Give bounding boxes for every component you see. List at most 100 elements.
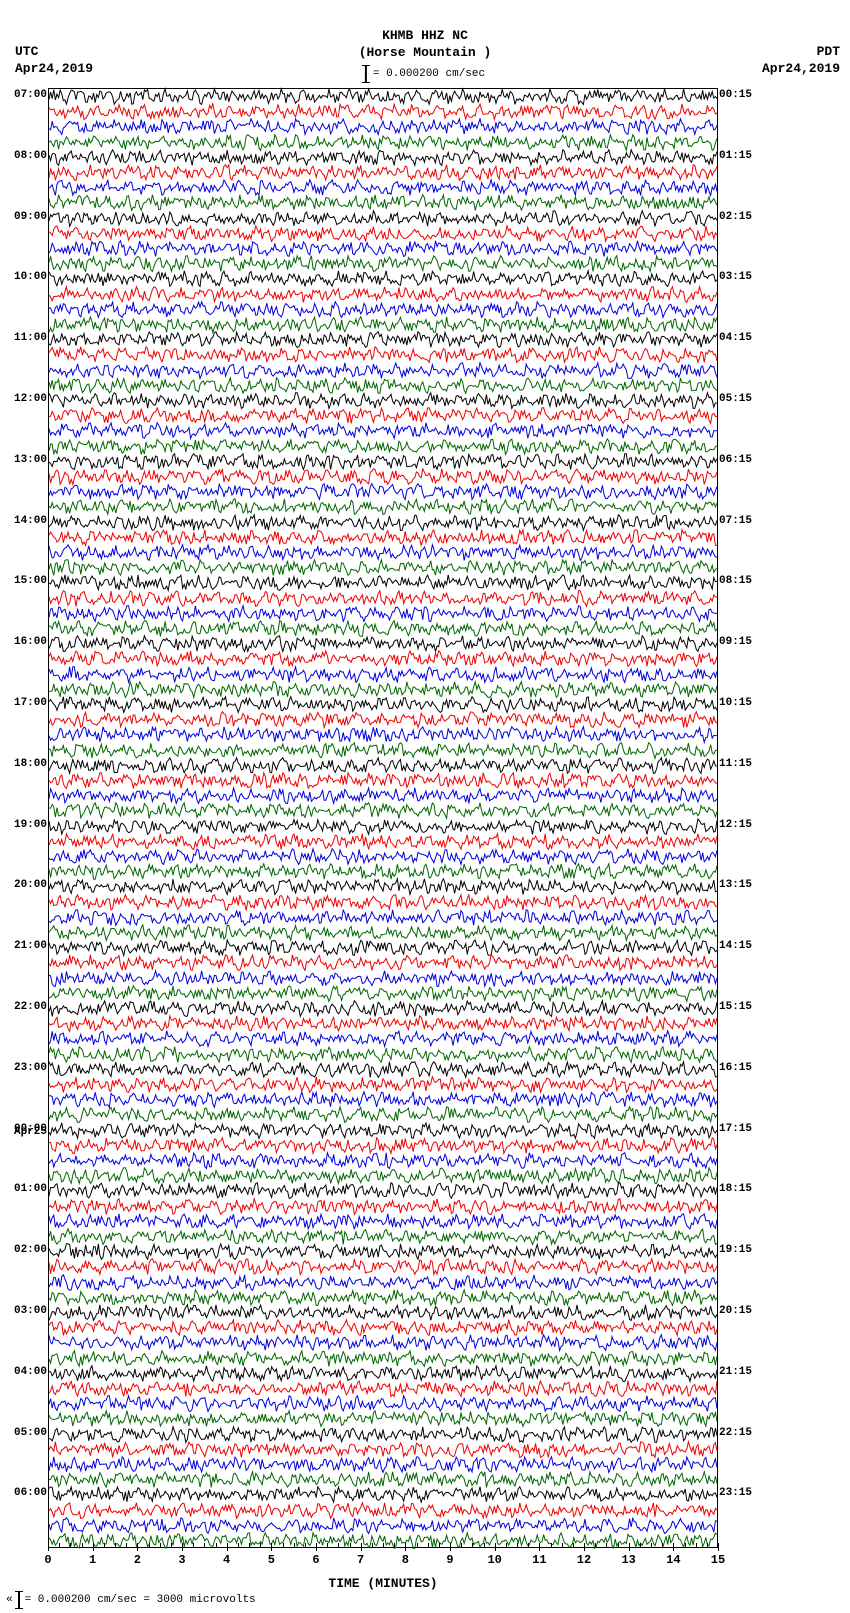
- trace-row: [49, 1351, 717, 1366]
- tz-left-label: UTC: [15, 44, 93, 61]
- trace-row: [49, 1153, 717, 1168]
- trace-waveform: [49, 226, 717, 241]
- trace-waveform: [49, 834, 717, 849]
- x-tick-minor: [82, 1543, 83, 1547]
- x-tick-minor: [484, 1543, 485, 1547]
- trace-waveform: [49, 1031, 717, 1046]
- trace-waveform: [49, 195, 717, 210]
- x-tick-minor: [249, 1543, 250, 1547]
- timezone-left: UTC Apr24,2019: [15, 44, 93, 78]
- trace-row: [49, 1016, 717, 1031]
- trace-row: [49, 1472, 717, 1487]
- pdt-time-label: 08:15: [717, 575, 752, 587]
- trace-waveform: [49, 667, 717, 682]
- trace-waveform: [49, 408, 717, 423]
- x-tick-minor: [640, 1543, 641, 1547]
- trace-waveform: [49, 1259, 717, 1274]
- x-tick-minor: [439, 1543, 440, 1547]
- trace-waveform: [49, 1290, 717, 1305]
- utc-time-label: 23:00: [14, 1062, 49, 1074]
- x-tick-major: [93, 1543, 94, 1551]
- trace-waveform: [49, 1199, 717, 1214]
- trace-waveform: [49, 651, 717, 666]
- x-tick-minor: [238, 1543, 239, 1547]
- trace-row: [49, 241, 717, 256]
- x-tick-major: [539, 1543, 540, 1551]
- trace-waveform: [49, 317, 717, 332]
- trace-waveform: [49, 560, 717, 575]
- station-location: (Horse Mountain ): [0, 45, 850, 62]
- trace-row: 22:0015:15: [49, 1001, 717, 1016]
- trace-waveform: [49, 1487, 717, 1502]
- trace-row: 00:0017:15Apr25: [49, 1123, 717, 1138]
- utc-time-label: 04:00: [14, 1366, 49, 1378]
- x-tick-minor: [685, 1543, 686, 1547]
- trace-waveform: [49, 287, 717, 302]
- x-tick-minor: [707, 1543, 708, 1547]
- utc-time-label: 09:00: [14, 211, 49, 223]
- x-tick-label: 0: [44, 1553, 51, 1567]
- x-tick-minor: [551, 1543, 552, 1547]
- x-tick-minor: [283, 1543, 284, 1547]
- x-tick-minor: [193, 1543, 194, 1547]
- trace-waveform: [49, 636, 717, 651]
- trace-waveform: [49, 849, 717, 864]
- trace-waveform: [49, 1001, 717, 1016]
- trace-waveform: [49, 1229, 717, 1244]
- utc-time-label: 06:00: [14, 1487, 49, 1499]
- x-axis-title: TIME (MINUTES): [48, 1576, 718, 1591]
- trace-waveform: [49, 1062, 717, 1077]
- trace-waveform: [49, 1411, 717, 1426]
- trace-waveform: [49, 1366, 717, 1381]
- pdt-time-label: 17:15: [717, 1123, 752, 1135]
- scale-reference: = 0.000200 cm/sec: [365, 65, 485, 83]
- trace-row: [49, 743, 717, 758]
- trace-waveform: [49, 986, 717, 1001]
- trace-row: [49, 1031, 717, 1046]
- trace-waveform: [49, 1275, 717, 1290]
- trace-row: [49, 287, 717, 302]
- trace-row: [49, 667, 717, 682]
- pdt-time-label: 09:15: [717, 636, 752, 648]
- pdt-time-label: 16:15: [717, 1062, 752, 1074]
- trace-row: [49, 1214, 717, 1229]
- trace-row: [49, 727, 717, 742]
- trace-row: [49, 256, 717, 271]
- trace-row: [49, 317, 717, 332]
- trace-row: [49, 864, 717, 879]
- x-tick-minor: [562, 1543, 563, 1547]
- x-tick-minor: [595, 1543, 596, 1547]
- trace-waveform: [49, 727, 717, 742]
- x-tick-major: [316, 1543, 317, 1551]
- x-tick-minor: [662, 1543, 663, 1547]
- trace-row: [49, 1503, 717, 1518]
- x-tick-label: 4: [223, 1553, 230, 1567]
- trace-waveform: [49, 1442, 717, 1457]
- trace-row: 06:0023:15: [49, 1487, 717, 1502]
- scale-text: = 0.000200 cm/sec: [373, 68, 485, 80]
- station-code: KHMB HHZ NC: [0, 28, 850, 45]
- trace-row: 17:0010:15: [49, 697, 717, 712]
- utc-time-label: 07:00: [14, 89, 49, 101]
- trace-row: [49, 195, 717, 210]
- x-tick-minor: [149, 1543, 150, 1547]
- trace-waveform: [49, 1457, 717, 1472]
- utc-time-label: 05:00: [14, 1427, 49, 1439]
- trace-row: [49, 1168, 717, 1183]
- trace-waveform: [49, 1320, 717, 1335]
- pdt-time-label: 10:15: [717, 697, 752, 709]
- pdt-time-label: 02:15: [717, 211, 752, 223]
- trace-waveform: [49, 135, 717, 150]
- trace-row: [49, 1275, 717, 1290]
- trace-row: [49, 1107, 717, 1122]
- x-tick-minor: [394, 1543, 395, 1547]
- trace-row: 23:0016:15: [49, 1062, 717, 1077]
- trace-row: [49, 1518, 717, 1533]
- trace-row: 03:0020:15: [49, 1305, 717, 1320]
- trace-row: 16:0009:15: [49, 636, 717, 651]
- trace-waveform: [49, 454, 717, 469]
- x-tick-minor: [216, 1543, 217, 1547]
- trace-row: [49, 499, 717, 514]
- trace-row: [49, 439, 717, 454]
- trace-waveform: [49, 1107, 717, 1122]
